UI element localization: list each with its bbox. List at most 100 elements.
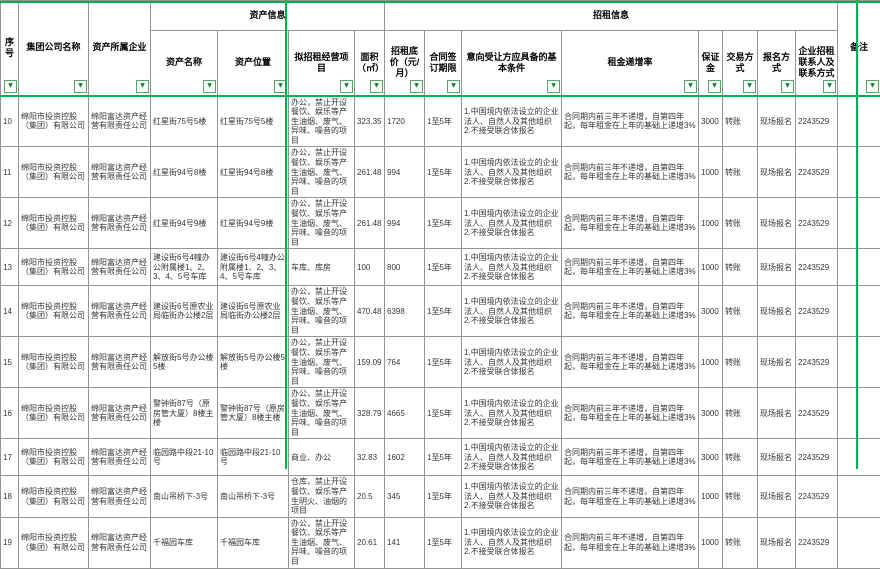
header-deposit[interactable]: 保证金▼ <box>699 31 723 96</box>
header-signup-method[interactable]: 报名方式▼ <box>758 31 796 96</box>
cell-conditions[interactable]: 1.中国境内依法设立的企业法人、自然人及其他组织 2.不接受联合体报名 <box>462 517 562 568</box>
cell-conditions[interactable]: 1.中国境内依法设立的企业法人、自然人及其他组织 2.不接受联合体报名 <box>462 388 562 439</box>
cell-planned-use[interactable]: 车库、库房 <box>289 249 355 286</box>
cell-asset-location[interactable]: 解放街5号办公楼5楼 <box>218 337 289 388</box>
cell-asset-location[interactable]: 警钟街87号（原房管大厦）8楼主楼 <box>218 388 289 439</box>
cell-owner-company[interactable]: 绵阳富达资产经营有限责任公司 <box>89 337 151 388</box>
cell-trade-method[interactable]: 转账 <box>723 439 758 476</box>
cell-trade-method[interactable]: 转账 <box>723 96 758 147</box>
header-rent-increase[interactable]: 租金递增率▼ <box>562 31 699 96</box>
cell-group-company[interactable]: 绵阳市投资控股（集团）有限公司 <box>19 286 89 337</box>
cell-planned-use[interactable]: 办公，禁止开设餐饮、娱乐等产生油烟、废气、异味、噪音的项目 <box>289 286 355 337</box>
cell-base-price[interactable]: 1602 <box>385 439 425 476</box>
cell-contract-term[interactable]: 1至5年 <box>425 388 462 439</box>
cell-trade-method[interactable]: 转账 <box>723 249 758 286</box>
cell-base-price[interactable]: 994 <box>385 147 425 198</box>
cell-conditions[interactable]: 1.中国境内依法设立的企业法人、自然人及其他组织 2.不接受联合体报名 <box>462 96 562 147</box>
cell-signup-method[interactable]: 现场报名 <box>758 439 796 476</box>
cell-asset-location[interactable]: 红星街94号9楼 <box>218 198 289 249</box>
cell-contact[interactable]: 2243529 <box>796 517 838 568</box>
cell-contact[interactable]: 2243529 <box>796 286 838 337</box>
header-conditions[interactable]: 意向受让方应具备的基本条件▼ <box>462 31 562 96</box>
cell-serial[interactable]: 18 <box>1 476 19 517</box>
filter-dropdown-icon[interactable]: ▼ <box>340 80 353 93</box>
cell-trade-method[interactable]: 转账 <box>723 517 758 568</box>
cell-rent-increase[interactable]: 合同期内前三年不递增，自第四年起，每年租金在上年的基础上递增3% <box>562 147 699 198</box>
cell-remark[interactable] <box>838 286 880 337</box>
filter-dropdown-icon[interactable]: ▼ <box>684 80 697 93</box>
cell-area[interactable]: 32.83 <box>355 439 385 476</box>
cell-signup-method[interactable]: 现场报名 <box>758 249 796 286</box>
cell-contact[interactable]: 2243529 <box>796 439 838 476</box>
cell-contract-term[interactable]: 1至5年 <box>425 147 462 198</box>
cell-asset-name[interactable]: 千福园车库 <box>151 517 218 568</box>
cell-signup-method[interactable]: 现场报名 <box>758 337 796 388</box>
cell-group-company[interactable]: 绵阳市投资控股（集团）有限公司 <box>19 249 89 286</box>
cell-remark[interactable] <box>838 388 880 439</box>
cell-serial[interactable]: 11 <box>1 147 19 198</box>
header-area[interactable]: 面积（㎡）▼ <box>355 31 385 96</box>
cell-deposit[interactable]: 3000 <box>699 96 723 147</box>
cell-signup-method[interactable]: 现场报名 <box>758 476 796 517</box>
cell-area[interactable]: 470.48 <box>355 286 385 337</box>
filter-dropdown-icon[interactable]: ▼ <box>547 80 560 93</box>
cell-contact[interactable]: 2243529 <box>796 96 838 147</box>
cell-rent-increase[interactable]: 合同期内前三年不递增，自第四年起，每年租金在上年的基础上递增3% <box>562 439 699 476</box>
header-contract-term[interactable]: 合同签订期限▼ <box>425 31 462 96</box>
filter-dropdown-icon[interactable]: ▼ <box>203 80 216 93</box>
header-trade-method[interactable]: 交易方式▼ <box>723 31 758 96</box>
cell-rent-increase[interactable]: 合同期内前三年不递增，自第四年起，每年租金在上年的基础上递增3% <box>562 198 699 249</box>
cell-rent-increase[interactable]: 合同期内前三年不递增，自第四年起，每年租金在上年的基础上递增3% <box>562 286 699 337</box>
cell-trade-method[interactable]: 转账 <box>723 388 758 439</box>
cell-serial[interactable]: 17 <box>1 439 19 476</box>
cell-contact[interactable]: 2243529 <box>796 147 838 198</box>
header-asset-location[interactable]: 资产位置▼ <box>218 31 289 96</box>
cell-remark[interactable] <box>838 476 880 517</box>
cell-owner-company[interactable]: 绵阳富达资产经营有限责任公司 <box>89 388 151 439</box>
cell-contact[interactable]: 2243529 <box>796 476 838 517</box>
filter-dropdown-icon[interactable]: ▼ <box>743 80 756 93</box>
cell-base-price[interactable]: 994 <box>385 198 425 249</box>
cell-contract-term[interactable]: 1至5年 <box>425 476 462 517</box>
cell-asset-name[interactable]: 红星街94号8楼 <box>151 147 218 198</box>
cell-area[interactable]: 261.48 <box>355 198 385 249</box>
cell-trade-method[interactable]: 转账 <box>723 147 758 198</box>
cell-remark[interactable] <box>838 439 880 476</box>
filter-dropdown-icon[interactable]: ▼ <box>823 80 836 93</box>
cell-area[interactable]: 328.79 <box>355 388 385 439</box>
cell-rent-increase[interactable]: 合同期内前三年不递增，自第四年起，每年租金在上年的基础上递增3% <box>562 249 699 286</box>
cell-owner-company[interactable]: 绵阳富达资产经营有限责任公司 <box>89 517 151 568</box>
cell-asset-location[interactable]: 临园路中段21-10号 <box>218 439 289 476</box>
cell-contract-term[interactable]: 1至5年 <box>425 439 462 476</box>
cell-contract-term[interactable]: 1至5年 <box>425 286 462 337</box>
cell-remark[interactable] <box>838 517 880 568</box>
cell-deposit[interactable]: 1000 <box>699 198 723 249</box>
cell-planned-use[interactable]: 办公，禁止开设餐饮、娱乐等产生油烟、废气、异味、噪音的项目 <box>289 388 355 439</box>
cell-deposit[interactable]: 1000 <box>699 249 723 286</box>
cell-group-company[interactable]: 绵阳市投资控股（集团）有限公司 <box>19 147 89 198</box>
cell-area[interactable]: 20.5 <box>355 476 385 517</box>
cell-serial[interactable]: 14 <box>1 286 19 337</box>
cell-serial[interactable]: 10 <box>1 96 19 147</box>
cell-rent-increase[interactable]: 合同期内前三年不递增，自第四年起，每年租金在上年的基础上递增3% <box>562 476 699 517</box>
header-serial[interactable]: 序号▼ <box>1 1 19 96</box>
cell-contact[interactable]: 2243529 <box>796 198 838 249</box>
cell-trade-method[interactable]: 转账 <box>723 476 758 517</box>
cell-deposit[interactable]: 3000 <box>699 439 723 476</box>
cell-base-price[interactable]: 764 <box>385 337 425 388</box>
cell-asset-location[interactable]: 千福园车库 <box>218 517 289 568</box>
cell-group-company[interactable]: 绵阳市投资控股（集团）有限公司 <box>19 517 89 568</box>
cell-conditions[interactable]: 1.中国境内依法设立的企业法人、自然人及其他组织 2.不接受联合体报名 <box>462 439 562 476</box>
cell-asset-location[interactable]: 南山吊桥下-3号 <box>218 476 289 517</box>
cell-conditions[interactable]: 1.中国境内依法设立的企业法人、自然人及其他组织 2.不接受联合体报名 <box>462 198 562 249</box>
cell-deposit[interactable]: 3000 <box>699 286 723 337</box>
cell-owner-company[interactable]: 绵阳富达资产经营有限责任公司 <box>89 286 151 337</box>
cell-planned-use[interactable]: 办公，禁止开设餐饮、娱乐等产生油烟、废气、异味、噪音的项目 <box>289 517 355 568</box>
cell-contract-term[interactable]: 1至5年 <box>425 517 462 568</box>
cell-group-company[interactable]: 绵阳市投资控股（集团）有限公司 <box>19 476 89 517</box>
cell-deposit[interactable]: 1000 <box>699 337 723 388</box>
cell-owner-company[interactable]: 绵阳富达资产经营有限责任公司 <box>89 147 151 198</box>
header-owner-company[interactable]: 资产所属企业▼ <box>89 1 151 96</box>
cell-remark[interactable] <box>838 198 880 249</box>
cell-deposit[interactable]: 1000 <box>699 517 723 568</box>
